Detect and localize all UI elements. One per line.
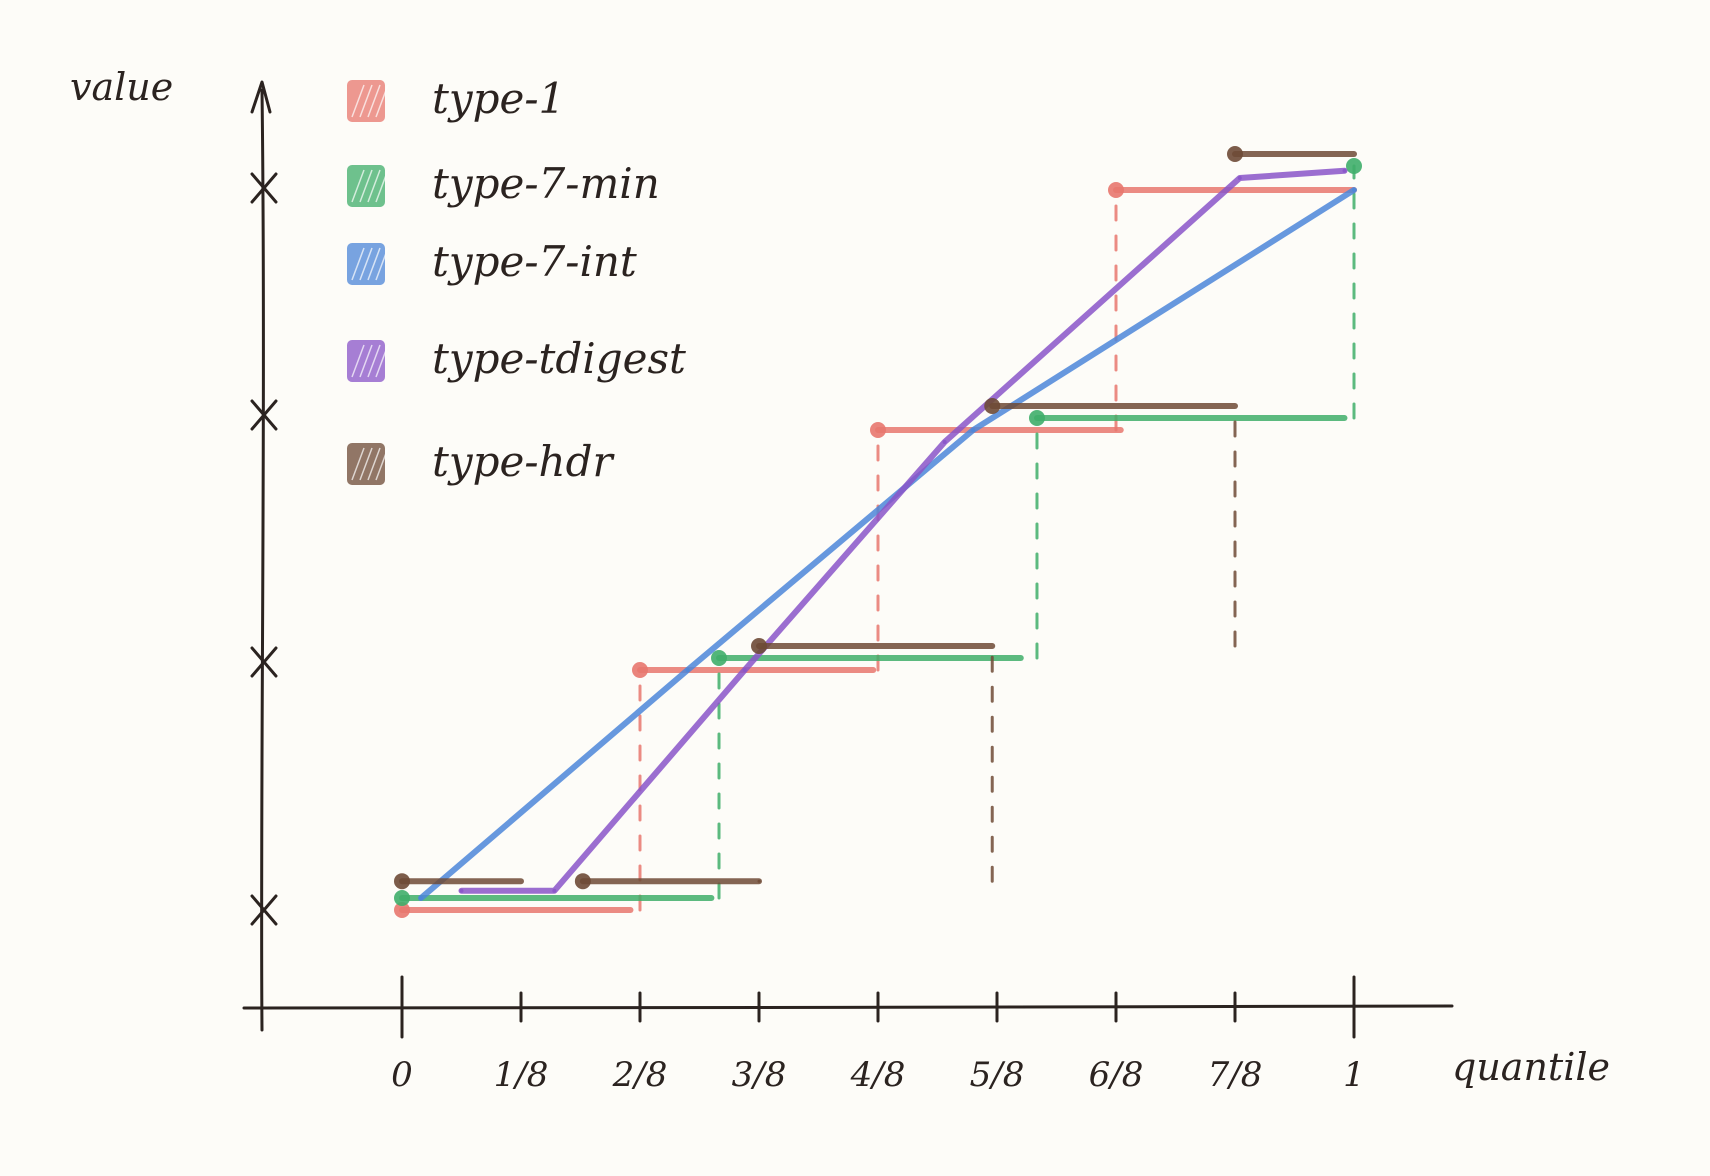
- y-tick-mark: [250, 894, 278, 926]
- legend-hatch: [367, 84, 381, 118]
- legend-hatch: [375, 247, 389, 281]
- legend-hatch: [351, 447, 365, 481]
- data-point: [685, 668, 690, 672]
- legend-hatch: [367, 344, 381, 378]
- legend-hatch: [351, 169, 365, 203]
- data-point: [552, 888, 557, 893]
- step-start-point: [394, 873, 410, 890]
- x-tick-label: 2/8: [612, 1055, 668, 1095]
- x-tick-label: 6/8: [1089, 1055, 1144, 1095]
- x-tick-label: 7/8: [1208, 1055, 1263, 1095]
- legend-hatch: [359, 84, 373, 118]
- data-point: [419, 896, 424, 900]
- axes: [242, 80, 1454, 1032]
- y-tick-mark: [250, 646, 278, 678]
- legend-hatch: [359, 447, 373, 481]
- y-axis-arrow-icon: [250, 80, 272, 114]
- legend-hatch: [351, 84, 365, 118]
- y-axis-label: value: [70, 65, 173, 109]
- x-tick-label: 3/8: [732, 1055, 787, 1095]
- legend-hatch: [375, 84, 389, 118]
- legend-hatch: [375, 344, 389, 378]
- legend-item: type-1: [347, 74, 565, 123]
- y-ticks: [250, 172, 278, 926]
- legend-item: type-7-min: [347, 159, 660, 208]
- legend-hatch: [375, 169, 389, 203]
- legend-hatch: [359, 344, 373, 378]
- legend-label: type-tdigest: [432, 334, 686, 383]
- x-tick-label: 0: [391, 1055, 413, 1095]
- data-point: [742, 668, 747, 672]
- step-start-point: [751, 638, 767, 654]
- x-axis-label: quantile: [1452, 1045, 1610, 1089]
- legend: type-1 type-7-min type-7-int type-tdigest ty…: [347, 74, 686, 486]
- series-line: [418, 187, 1357, 901]
- step-start-point: [632, 662, 648, 678]
- step-start-point: [394, 902, 410, 918]
- x-tick-label: 4/8: [850, 1055, 906, 1095]
- legend-label: type-1: [432, 74, 565, 123]
- legend-label: type-7-min: [432, 159, 660, 208]
- series-type-1: [394, 182, 1357, 918]
- legend-hatch: [375, 447, 389, 481]
- step-start-point: [711, 650, 728, 666]
- legend-hatch: [359, 169, 373, 203]
- step-start-point: [1108, 182, 1124, 198]
- legend-hatch: [351, 247, 365, 281]
- step-start-point: [394, 890, 410, 906]
- legend-hatch: [367, 247, 381, 281]
- series-type-hdr: [394, 146, 1357, 890]
- step-start-point: [984, 398, 1001, 414]
- y-tick-mark: [250, 172, 278, 204]
- data-point: [942, 440, 947, 444]
- x-tick-label: 1: [1343, 1055, 1365, 1095]
- y-tick-mark: [250, 399, 278, 431]
- data-point: [1352, 188, 1356, 192]
- series-type-7-int: [418, 187, 1357, 901]
- step-start-point: [1227, 146, 1243, 162]
- step-start-point: [1028, 410, 1045, 426]
- legend-hatch: [367, 447, 381, 481]
- x-axis-line: [242, 1004, 1454, 1010]
- data-point: [1237, 176, 1242, 180]
- legend-hatch: [351, 344, 365, 378]
- x-ticks: 0 1/8 2/8 3/8 4/8 5/8 6/8 7/8 1: [391, 975, 1365, 1095]
- legend-hatch: [359, 247, 373, 281]
- legend-hatch: [367, 169, 381, 203]
- legend-item: type-7-int: [347, 237, 637, 286]
- legend-item: type-tdigest: [347, 334, 686, 383]
- x-tick-label: 1/8: [494, 1055, 549, 1095]
- legend-item: type-hdr: [347, 437, 615, 486]
- legend-label: type-hdr: [432, 437, 615, 486]
- legend-label: type-7-int: [432, 237, 637, 286]
- data-point: [1342, 168, 1347, 173]
- step-start-point: [574, 873, 591, 890]
- series-line: [458, 167, 1348, 894]
- data-point: [971, 428, 976, 432]
- step-start-point: [870, 422, 886, 438]
- series-type-tdigest: [458, 167, 1348, 894]
- data-point: [459, 888, 464, 893]
- series-type-7-min: [394, 158, 1362, 906]
- x-tick-label: 5/8: [970, 1055, 1025, 1095]
- y-axis-line: [260, 88, 265, 1032]
- series-layer: [394, 146, 1362, 918]
